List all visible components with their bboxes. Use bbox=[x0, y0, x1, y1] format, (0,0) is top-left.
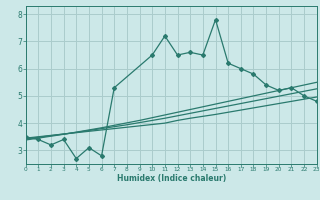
X-axis label: Humidex (Indice chaleur): Humidex (Indice chaleur) bbox=[116, 174, 226, 183]
